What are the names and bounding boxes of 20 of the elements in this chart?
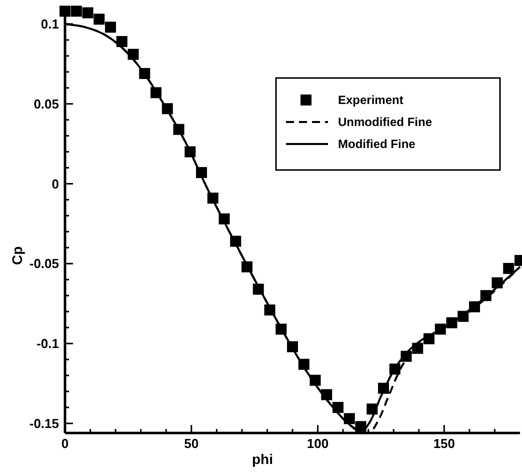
point bbox=[82, 7, 94, 18]
x-tick-label: 0 bbox=[61, 436, 69, 451]
y-tick-label: -0.1 bbox=[36, 336, 59, 352]
point bbox=[94, 14, 105, 25]
y-tick-label: -0.15 bbox=[29, 416, 59, 431]
y-tick-label: -0.05 bbox=[29, 256, 59, 272]
x-axis-title: phi bbox=[252, 451, 273, 467]
y-tick-label: 0.05 bbox=[34, 96, 59, 112]
x-tick-label: 150 bbox=[433, 436, 456, 451]
legend-label: Unmodified Fine bbox=[338, 115, 432, 130]
point bbox=[70, 6, 82, 17]
x-tick-label: 100 bbox=[306, 436, 329, 451]
legend-label: Modified Fine bbox=[338, 137, 416, 152]
y-tick-label: 0.1 bbox=[40, 16, 59, 32]
point bbox=[503, 262, 514, 274]
y-tick-label: 0 bbox=[52, 176, 59, 192]
legend-label: Experiment bbox=[338, 93, 404, 108]
point bbox=[105, 22, 116, 33]
x-tick-label: 50 bbox=[184, 436, 199, 451]
y-axis-title: Cp bbox=[9, 246, 25, 265]
